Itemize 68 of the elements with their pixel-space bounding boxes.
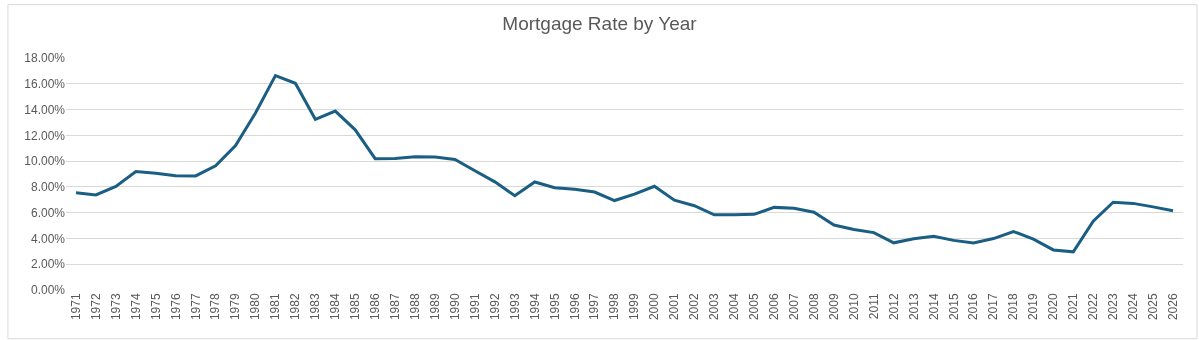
x-tick-label: 1992: [487, 293, 502, 321]
x-tick-label: 1990: [447, 293, 462, 321]
y-tick-label: 0.00%: [30, 283, 66, 298]
x-tick-label: 2025: [1145, 293, 1160, 321]
x-tick-label: 1978: [208, 293, 223, 321]
y-tick-label: 6.00%: [30, 205, 66, 220]
x-tick-label: 1999: [627, 293, 642, 321]
x-tick-label: 2023: [1106, 293, 1121, 321]
x-tick-label: 2011: [866, 293, 881, 320]
x-tick-label: 1991: [467, 293, 482, 321]
x-tick-label: 2007: [786, 293, 801, 321]
x-tick-label: 1998: [607, 293, 622, 321]
x-tick-label: 2021: [1066, 293, 1081, 321]
y-tick-label: 18.00%: [24, 51, 66, 66]
x-tick-label: 2004: [727, 293, 742, 321]
x-tick-label: 2018: [1006, 293, 1021, 321]
chart-title: Mortgage Rate by Year: [502, 13, 698, 35]
y-tick-label: 14.00%: [24, 102, 66, 117]
x-tick-label: 1974: [128, 293, 143, 321]
x-tick-label: 1995: [547, 293, 562, 321]
x-tick-label: 1989: [427, 293, 442, 321]
x-tick-label: 2013: [906, 293, 921, 321]
x-tick-label: 2000: [647, 293, 662, 321]
x-tick-label: 2014: [926, 293, 941, 321]
x-tick-label: 2008: [806, 293, 821, 321]
x-tick-label: 1993: [507, 293, 522, 321]
y-tick-label: 10.00%: [24, 154, 66, 169]
x-tick-label: 2012: [886, 293, 901, 321]
y-tick-label: 12.00%: [24, 128, 66, 143]
x-tick-label: 1972: [88, 293, 103, 321]
y-tick-label: 2.00%: [30, 257, 66, 272]
x-tick-label: 1977: [188, 293, 203, 321]
y-tick-label: 4.00%: [30, 231, 66, 246]
x-tick-label: 1982: [288, 293, 303, 321]
x-tick-label: 1984: [328, 293, 343, 321]
x-tick-label: 2022: [1086, 293, 1101, 321]
x-tick-label: 2020: [1046, 293, 1061, 321]
x-tick-label: 2026: [1165, 293, 1180, 321]
x-tick-label: 1971: [68, 293, 83, 321]
line-series: [74, 74, 1175, 254]
x-tick-label: 1981: [268, 293, 283, 321]
y-tick-label: 16.00%: [24, 76, 66, 91]
x-tick-label: 1980: [248, 293, 263, 321]
x-tick-label: 1994: [527, 293, 542, 321]
x-tick-label: 2001: [667, 293, 682, 321]
x-tick-label: 1979: [228, 293, 243, 321]
x-tick-label: 1973: [108, 293, 123, 321]
x-tick-label: 2002: [687, 293, 702, 321]
x-tick-label: 1996: [567, 293, 582, 321]
x-tick-label: 1985: [348, 293, 363, 321]
x-tick-label: 2024: [1126, 293, 1141, 321]
x-tick-label: 2016: [966, 293, 981, 321]
x-tick-label: 2009: [826, 293, 841, 321]
x-tick-label: 2019: [1026, 293, 1041, 321]
x-tick-label: 1983: [308, 293, 323, 321]
x-tick-label: 1986: [368, 293, 383, 321]
x-tick-label: 1988: [407, 293, 422, 321]
x-tick-label: 1976: [168, 293, 183, 321]
x-tick-label: 2003: [707, 293, 722, 321]
x-tick-label: 2017: [986, 293, 1001, 321]
x-tick-label: 1997: [587, 293, 602, 321]
x-tick-label: 2010: [846, 293, 861, 321]
y-tick-label: 8.00%: [30, 180, 66, 195]
x-tick-label: 2015: [946, 293, 961, 321]
x-tick-label: 2005: [747, 293, 762, 321]
x-tick-label: 1975: [148, 293, 163, 321]
x-tick-label: 1987: [388, 293, 403, 321]
x-tick-label: 2006: [767, 293, 781, 321]
